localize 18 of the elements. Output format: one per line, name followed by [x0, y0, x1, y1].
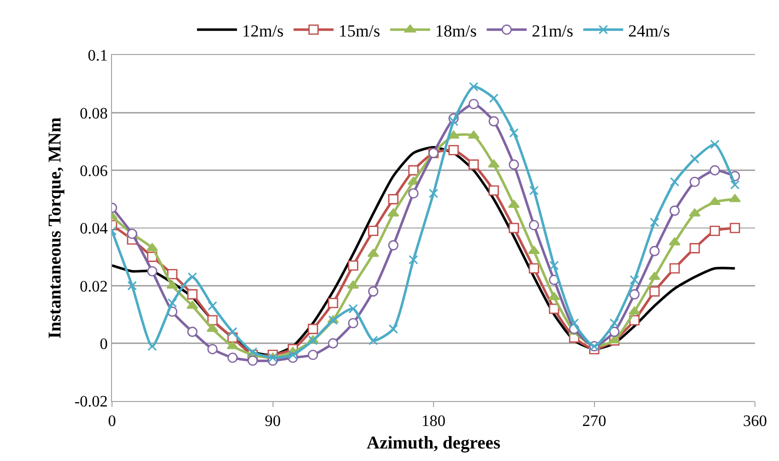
y-tick-label: 0.06	[80, 162, 108, 180]
x-tick-label: 270	[582, 413, 606, 430]
y-tick-label: 0.04	[80, 220, 108, 238]
legend-label: 21m/s	[532, 21, 574, 40]
y-tick-label: 0	[100, 336, 108, 353]
legend-label: 12m/s	[242, 21, 284, 40]
y-tick-label: 0.1	[88, 48, 108, 65]
legend-label: 15m/s	[338, 21, 380, 40]
legend-label: 18m/s	[435, 21, 477, 40]
y-axis-title: Instantaneous Torque, MNm	[44, 117, 65, 339]
legend-label: 24m/s	[628, 21, 670, 40]
x-tick-label: 360	[743, 413, 767, 430]
y-tick-label: 0.08	[80, 105, 108, 122]
x-tick-label: 180	[422, 413, 446, 430]
x-axis-title: Azimuth, degrees	[366, 432, 500, 452]
x-tick-label: 90	[264, 413, 281, 430]
y-tick-label: 0.02	[80, 278, 108, 296]
y-tick-label: -0.02	[74, 394, 108, 411]
